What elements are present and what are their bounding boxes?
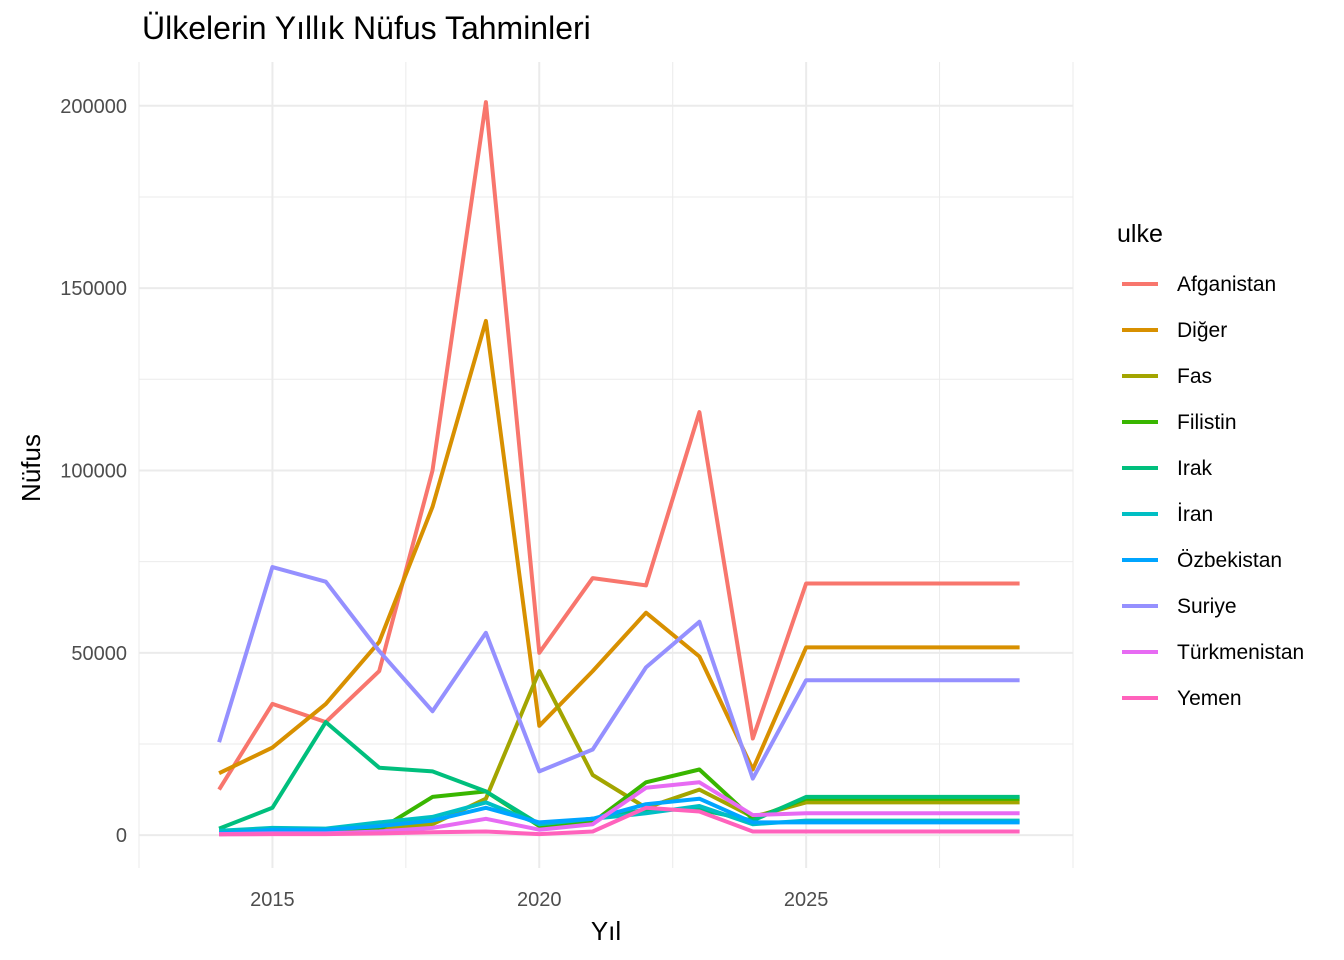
x-axis-title: Yıl bbox=[591, 916, 621, 946]
series-lines bbox=[217, 100, 1020, 837]
y-tick-label: 200000 bbox=[60, 96, 127, 118]
y-tick-label: 100000 bbox=[60, 460, 127, 482]
y-axis-title: Nüfus bbox=[16, 434, 46, 502]
legend-label: Türkmenistan bbox=[1177, 641, 1304, 664]
legend-label: Diğer bbox=[1177, 319, 1227, 342]
x-tick-label: 2015 bbox=[250, 889, 295, 911]
y-tick-label: 50000 bbox=[71, 643, 127, 665]
legend-label: İran bbox=[1177, 503, 1213, 526]
legend-title: ulke bbox=[1117, 220, 1163, 248]
legend-label: Fas bbox=[1177, 365, 1212, 388]
y-axis-ticks: 0 50000 100000 150000 200000 bbox=[60, 96, 127, 847]
chart-title: Ülkelerin Yıllık Nüfus Tahminleri bbox=[142, 10, 591, 46]
y-tick-label: 150000 bbox=[60, 278, 127, 300]
legend-items: Afganistan Diğer Fas Filistin Irak İran Özbeki… bbox=[1122, 273, 1304, 710]
legend: ulke Afganistan Diğer Fas Filistin Irak İran Ö… bbox=[1117, 220, 1304, 710]
legend-label: Filistin bbox=[1177, 411, 1237, 434]
x-tick-label: 2025 bbox=[784, 889, 829, 911]
legend-label: Afganistan bbox=[1177, 273, 1276, 296]
grid bbox=[138, 62, 1074, 868]
series-line bbox=[219, 669, 1020, 836]
series-line bbox=[217, 100, 1020, 791]
y-tick-label: 0 bbox=[116, 825, 127, 847]
x-axis-ticks: 2015 2020 2025 bbox=[250, 889, 828, 911]
series-line bbox=[218, 796, 1020, 836]
legend-label: Özbekistan bbox=[1177, 549, 1282, 572]
series-line bbox=[217, 565, 1020, 781]
legend-label: Suriye bbox=[1177, 595, 1237, 618]
legend-label: Irak bbox=[1177, 457, 1213, 480]
series-line bbox=[218, 318, 1020, 776]
legend-label: Yemen bbox=[1177, 687, 1242, 710]
series-line bbox=[219, 805, 1020, 837]
x-tick-label: 2020 bbox=[517, 889, 562, 911]
